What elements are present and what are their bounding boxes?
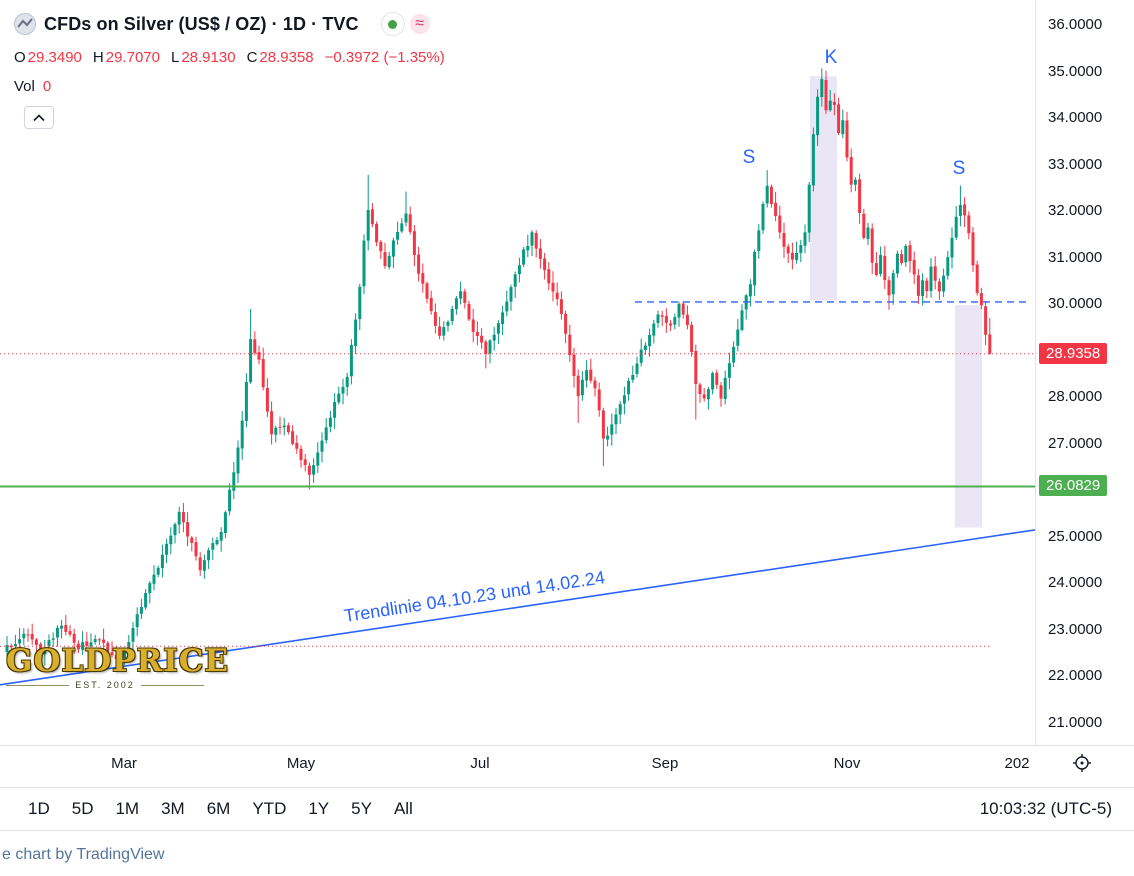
goldprice-est-row: EST. 2002 (6, 680, 204, 690)
goldprice-watermark: GOLDPRICE EST. 2002 (6, 643, 230, 690)
chevron-up-icon (33, 113, 45, 121)
open-label: O (14, 49, 26, 66)
price-axis-label: 28.0000 (1048, 388, 1103, 405)
range-button-5d[interactable]: 5D (71, 799, 94, 818)
close-value: 28.9358 (259, 49, 314, 66)
range-button-ytd[interactable]: YTD (252, 799, 287, 818)
time-axis-label: May (286, 755, 316, 772)
goldprice-logo-text: GOLDPRICE (6, 643, 230, 679)
pattern-label-s[interactable]: S (743, 147, 756, 168)
price-axis-label: 22.0000 (1048, 667, 1103, 684)
price-axis-label: 36.0000 (1048, 16, 1103, 33)
pattern-label-s[interactable]: S (953, 158, 966, 179)
delayed-data-icon[interactable]: ≈ (407, 12, 432, 36)
price-axis-label: 33.0000 (1048, 156, 1103, 173)
green-dot-icon (388, 19, 398, 29)
support-trendline[interactable] (0, 529, 1035, 686)
legend-title-row: CFDs on Silver (US$ / OZ) · 1D · TVC ≈ (14, 12, 445, 36)
time-axis-label: Sep (651, 755, 679, 772)
volume-value: 0 (42, 78, 52, 95)
date-range-switcher: 1D 5D 1M 3M 6M YTD 1Y 5Y All (28, 799, 413, 819)
time-axis-label: Jul (470, 755, 490, 772)
price-axis-label: 34.0000 (1048, 109, 1103, 126)
price-axis-label: 21.0000 (1048, 714, 1103, 731)
price-axis-label: 31.0000 (1048, 249, 1103, 266)
scroll-to-realtime-icon[interactable] (1072, 753, 1092, 773)
range-button-all[interactable]: All (393, 799, 413, 818)
trendline-label[interactable]: Trendlinie 04.10.23 und 14.02.24 (343, 567, 607, 626)
close-label: C (246, 49, 258, 66)
clock-utc[interactable]: 10:03:32 (UTC-5) (979, 799, 1112, 818)
support-price-badge: 26.0829 (1039, 475, 1108, 496)
range-button-5y[interactable]: 5Y (351, 799, 372, 818)
price-axis-label: 27.0000 (1048, 435, 1103, 452)
time-axis-label: 202 (1004, 755, 1030, 772)
range-button-1d[interactable]: 1D (28, 799, 50, 818)
change-value: −0.3972 (−1.35%) (324, 49, 445, 66)
decorative-line (6, 684, 70, 686)
measured-move-zone[interactable] (955, 305, 982, 528)
candlestick-series[interactable] (5, 68, 992, 666)
candlestick-chart-canvas[interactable]: Trendlinie 04.10.23 und 14.02.24 S K S (0, 0, 1035, 745)
price-axis-label: 30.0000 (1048, 295, 1103, 312)
current-price-badge: 28.9358 (1039, 343, 1108, 364)
chart-legend: CFDs on Silver (US$ / OZ) · 1D · TVC ≈ O… (14, 12, 445, 129)
ohlc-row: O 29.3490 H 29.7070 L 28.9130 C 28.9358 −0.3… (14, 49, 445, 66)
time-axis-label: Nov (833, 755, 861, 772)
market-status-icon[interactable] (380, 12, 405, 36)
pattern-label-k[interactable]: K (825, 47, 838, 68)
tradingview-attribution-link[interactable]: e chart by TradingView (2, 846, 165, 863)
range-button-1y[interactable]: 1Y (308, 799, 330, 818)
range-button-6m[interactable]: 6M (206, 799, 231, 818)
instrument-logo-icon (14, 13, 36, 35)
decorative-line (140, 684, 204, 686)
low-label: L (170, 49, 180, 66)
collapse-legend-button[interactable] (24, 106, 54, 129)
price-axis-label: 25.0000 (1048, 528, 1103, 545)
open-value: 29.3490 (27, 49, 82, 66)
price-axis-label: 35.0000 (1048, 63, 1103, 80)
range-button-3m[interactable]: 3M (161, 799, 185, 818)
volume-label: Vol (14, 78, 35, 95)
time-axis[interactable]: Mar May Jul Sep Nov 202 (0, 745, 1134, 787)
high-value: 29.7070 (105, 49, 160, 66)
goldprice-est-text: EST. 2002 (75, 680, 135, 690)
high-label: H (92, 49, 104, 66)
price-axis-label: 32.0000 (1048, 202, 1103, 219)
range-button-1m[interactable]: 1M (115, 799, 140, 818)
time-axis-label: Mar (111, 755, 137, 772)
volume-row: Vol 0 (14, 78, 445, 95)
symbol-title[interactable]: CFDs on Silver (US$ / OZ) · 1D · TVC (44, 13, 359, 34)
low-value: 28.9130 (181, 49, 236, 66)
price-axis-label: 23.0000 (1048, 621, 1103, 638)
measured-move-zone[interactable] (810, 76, 837, 301)
price-axis-label: 24.0000 (1048, 574, 1103, 591)
price-axis[interactable]: 36.0000 35.0000 34.0000 33.0000 32.0000 31.00… (1035, 0, 1134, 745)
chart-pane[interactable]: Trendlinie 04.10.23 und 14.02.24 S K S GOLD… (0, 0, 1035, 745)
bottom-toolbar: 1D 5D 1M 3M 6M YTD 1Y 5Y All 10:03:32 (UTC-5) (0, 787, 1134, 831)
